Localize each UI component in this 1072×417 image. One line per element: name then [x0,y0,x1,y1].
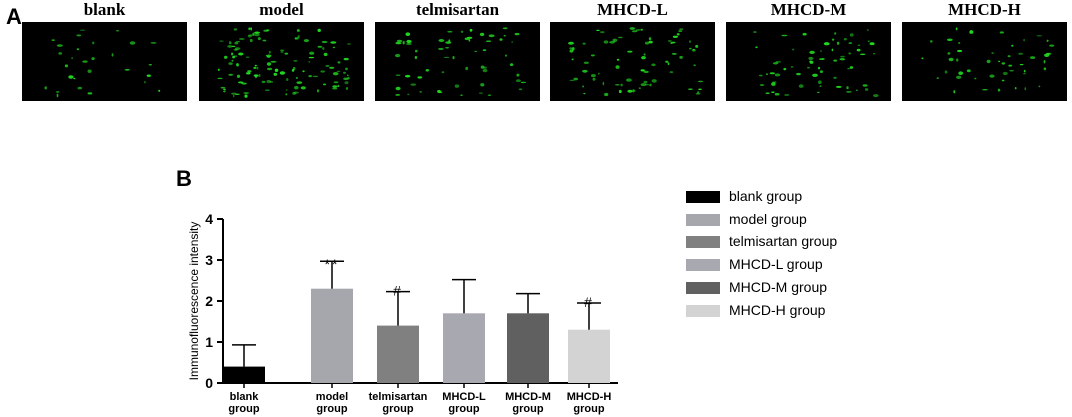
legend-item: model group [686,211,926,231]
legend-label: MHCD-L group [729,256,823,273]
legend-label: telmisartan group [729,233,838,250]
micrograph-title: telmisartan [415,0,500,19]
micrograph-title: model [259,0,304,19]
bar [223,366,265,383]
legend-swatch [686,236,720,249]
micrograph-image [726,22,891,101]
micrograph-title: MHCD-H [948,0,1021,19]
legend-label: blank group [729,188,803,204]
legend-item: MHCD-L group [686,256,926,276]
panel-a-letter: A [6,4,22,29]
micrograph-title: MHCD-L [597,0,668,19]
legend-swatch [686,281,720,294]
bar [507,313,549,383]
y-tick-label: 2 [205,293,213,309]
legend-swatch [686,304,720,317]
panel-b-letter: B [176,166,192,191]
micrograph-image [550,22,715,101]
x-tick-label: MHCD-L group [442,391,486,415]
legend-label: MHCD-M group [729,278,828,295]
micrograph-title: blank [83,0,126,19]
significance-mark: # [393,283,403,299]
y-tick-label: 3 [205,252,213,268]
bar [443,313,485,383]
y-tick-label: 0 [205,375,213,391]
legend-swatch [686,259,720,272]
micrograph-image [22,22,187,101]
micrograph-image [902,22,1067,101]
x-tick-label: model group [316,391,348,415]
x-tick-label: MHCD-M group [505,391,551,415]
legend-item: blank group [686,188,926,208]
significance-mark: ** [325,256,340,272]
legend-swatch [686,213,720,226]
micrograph-image [375,22,540,101]
micrograph-title: MHCD-M [770,0,847,19]
bar [377,325,419,383]
x-tick-label: telmisartan group [369,391,428,415]
y-axis-label: Immunofluorescence intensity [187,222,201,381]
legend-item: MHCD-H group [686,302,926,322]
legend-item: telmisartan group [686,233,926,253]
x-tick-label: MHCD-H group [567,391,612,415]
legend-label: MHCD-H group [729,301,826,318]
legend-swatch [686,191,720,203]
legend-item: MHCD-M group [686,279,926,299]
micrograph-image [199,22,364,101]
y-tick-label: 1 [205,334,213,350]
x-tick-label: blank group [228,391,259,415]
significance-mark: # [584,294,594,310]
y-tick-label: 4 [205,211,213,227]
bar [568,329,610,383]
bar [311,288,353,383]
legend-label: model group [729,210,807,227]
